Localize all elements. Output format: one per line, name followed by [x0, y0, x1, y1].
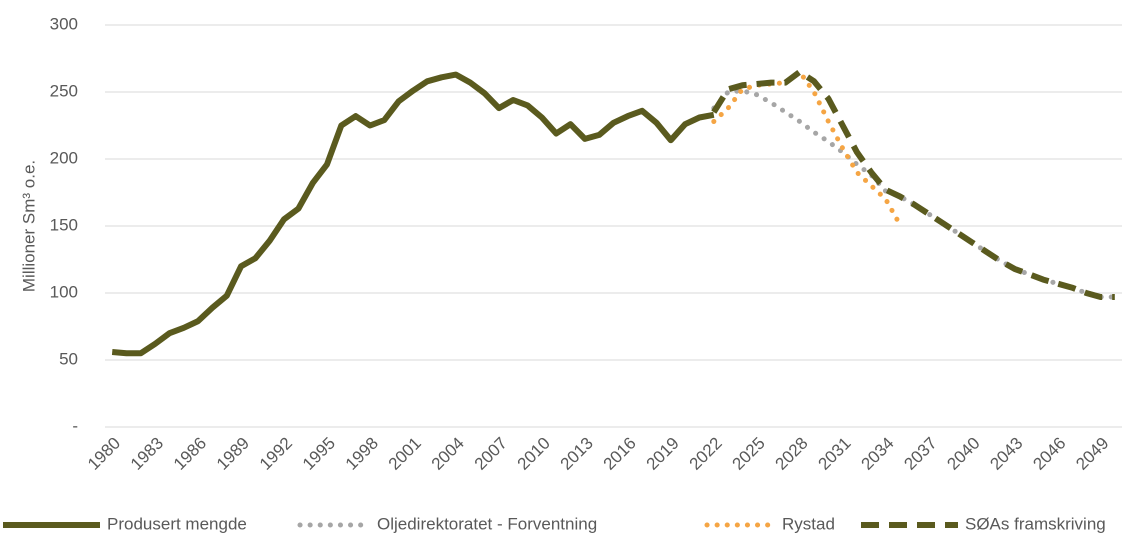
legend-label: Oljedirektoratet - Forventning [377, 514, 597, 533]
y-tick-label: 300 [50, 14, 78, 33]
series-line [711, 69, 903, 228]
x-tick-label: 1995 [299, 434, 339, 474]
series-line [711, 88, 1118, 300]
x-tick-label: 2049 [1072, 434, 1112, 474]
x-tick-label: 2022 [686, 434, 726, 474]
legend-label: Produsert mengde [107, 514, 247, 533]
x-tick-label: 2013 [557, 434, 597, 474]
x-tick-label: 1992 [256, 434, 296, 474]
x-tick-label: 2010 [514, 434, 554, 474]
x-tick-label: 2037 [900, 434, 940, 474]
x-tick-label: 1986 [170, 434, 210, 474]
x-tick-label: 2031 [814, 434, 854, 474]
y-tick-label: - [72, 416, 78, 435]
x-tick-label: 1998 [342, 434, 382, 474]
x-tick-label: 2004 [428, 434, 468, 474]
x-tick-label: 1983 [127, 434, 167, 474]
x-tick-label: 2025 [729, 434, 769, 474]
x-tick-label: 2019 [643, 434, 683, 474]
y-tick-label: 150 [50, 215, 78, 234]
x-tick-label: 2028 [772, 434, 812, 474]
y-tick-label: 250 [50, 81, 78, 100]
series-line [111, 71, 715, 357]
y-tick-label: 200 [50, 148, 78, 167]
y-axis-label: Millioner Sm³ o.e. [19, 160, 38, 292]
x-tick-label: 2007 [471, 434, 511, 474]
x-tick-label: 2001 [385, 434, 425, 474]
y-tick-label: 50 [59, 349, 78, 368]
x-tick-label: 2043 [986, 434, 1026, 474]
x-tick-label: 2040 [943, 434, 983, 474]
series-line [711, 68, 1115, 300]
y-tick-label: 100 [50, 282, 78, 301]
x-tick-label: 1989 [213, 434, 253, 474]
x-tick-label: 1980 [84, 434, 124, 474]
x-tick-label: 2016 [600, 434, 640, 474]
legend-label: Rystad [782, 514, 835, 533]
x-tick-label: 2034 [857, 434, 897, 474]
x-tick-label: 2046 [1029, 434, 1069, 474]
legend-label: SØAs framskriving [965, 514, 1106, 533]
